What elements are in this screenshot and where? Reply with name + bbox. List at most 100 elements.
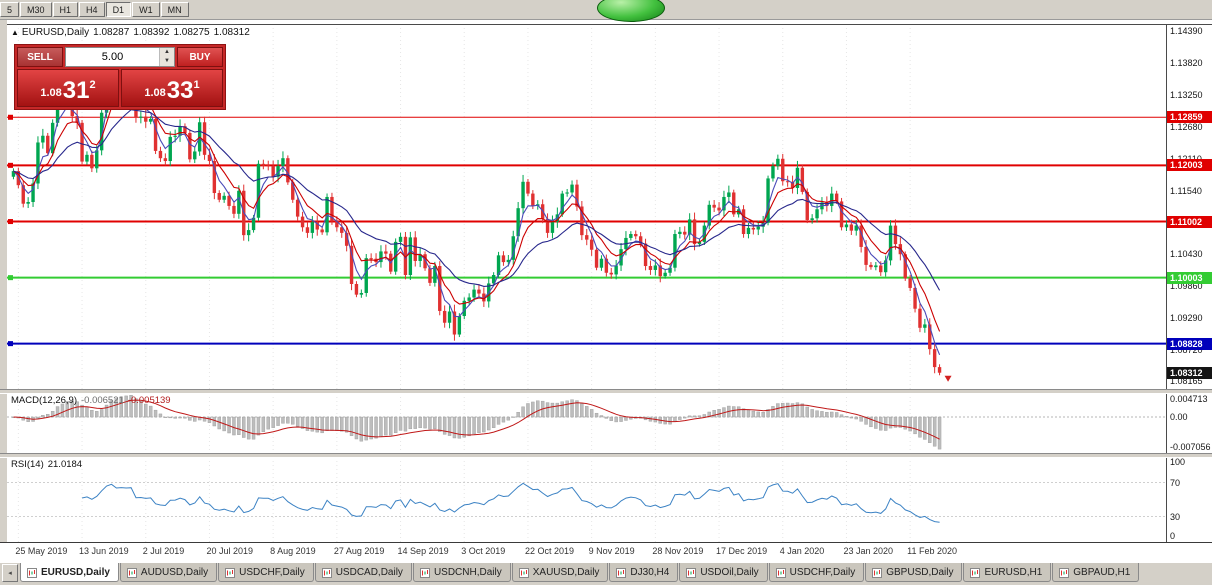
price-line-label: 1.12003 <box>1167 159 1212 172</box>
price-panel: ▲ EURUSD,Daily 1.08287 1.08392 1.08275 1.0831… <box>0 24 1212 389</box>
rsi-axis-label: 30 <box>1170 511 1181 522</box>
chart-tab-label: USDCHF,Daily <box>789 567 856 578</box>
rsi-chart-canvas[interactable] <box>7 457 1166 542</box>
ask-big-figure: 1.08 <box>144 87 166 99</box>
rsi-axis-label: 100 <box>1170 457 1186 467</box>
price-axis-label: 1.09290 <box>1170 312 1203 323</box>
timeframe-button-mn[interactable]: MN <box>160 2 189 17</box>
chart-tab-label: USDCHF,Daily <box>239 567 305 578</box>
chart-tab-label: XAUUSD,Daily <box>532 567 600 578</box>
chart-tab-icon <box>225 567 236 578</box>
rsi-panel: RSI(14) 21.0184 <box>0 457 1212 542</box>
chart-tab-icon <box>1059 567 1070 578</box>
bid-price-button[interactable]: 1.08 31 2 <box>17 69 119 107</box>
date-label: 17 Dec 2019 <box>716 546 768 556</box>
low-value: 1.08275 <box>173 27 210 38</box>
symbol-label: EURUSD,Daily <box>21 27 90 38</box>
sell-button[interactable]: SELL <box>17 47 63 67</box>
chart-tab-icon <box>419 567 430 578</box>
time-axis[interactable]: 25 May 2019 13 Jun 2019 2 Jul 2019 20 Jul 2… <box>0 543 1212 562</box>
timeframe-button-5[interactable]: 5 <box>0 2 20 17</box>
volume-stepper[interactable]: ▲ ▼ <box>65 47 175 67</box>
chart-tab-icon <box>27 567 37 578</box>
chart-tab-label: AUDUSD,Daily <box>140 567 209 578</box>
high-value: 1.08392 <box>133 27 170 38</box>
date-label: 20 Jul 2019 <box>206 546 253 556</box>
date-label: 27 Aug 2019 <box>333 546 385 556</box>
timeframe-button-h4[interactable]: H4 <box>79 2 105 17</box>
chart-tab-usdcnh-daily[interactable]: USDCNH,Daily <box>412 563 511 582</box>
price-line-label: 1.12859 <box>1167 111 1212 124</box>
price-axis-label: 1.13820 <box>1170 58 1203 69</box>
chart-tab-usdoil-daily[interactable]: USDOil,Daily <box>679 563 768 582</box>
date-label: 3 Oct 2019 <box>461 546 506 556</box>
price-axis-label: 1.11540 <box>1170 186 1202 197</box>
rsi-axis-label: 70 <box>1170 477 1181 488</box>
macd-axis-label: -0.007056 <box>1170 442 1211 452</box>
arrow-up-icon: ▲ <box>11 28 19 37</box>
volume-input[interactable] <box>66 48 159 66</box>
date-label: 2 Jul 2019 <box>142 546 185 556</box>
sell-arrow-marker <box>944 375 952 382</box>
time-axis-border <box>0 542 1212 543</box>
date-label: 13 Jun 2019 <box>79 546 129 556</box>
chart-tab-icon <box>970 567 981 578</box>
timeframe-button-w1[interactable]: W1 <box>132 2 160 17</box>
chart-tab-label: USDCAD,Daily <box>335 567 403 578</box>
chart-tab-label: EURUSD,Daily <box>41 567 110 578</box>
price-line-label: 1.10003 <box>1167 271 1212 284</box>
chart-tab-gbpaud-h1[interactable]: GBPAUD,H1 <box>1052 563 1140 582</box>
macd-signal-value: -0.005139 <box>127 395 171 406</box>
chart-tab-gbpusd-daily[interactable]: GBPUSD,Daily <box>865 563 963 582</box>
chart-tab-label: USDOil,Daily <box>700 567 759 578</box>
rsi-value: 21.0184 <box>47 459 83 470</box>
date-label: 28 Nov 2019 <box>652 546 704 556</box>
chart-tab-icon <box>616 567 627 578</box>
chart-tab-label: GBPUSD,Daily <box>886 567 954 578</box>
date-label: 14 Sep 2019 <box>397 546 449 556</box>
ask-price-button[interactable]: 1.08 33 1 <box>121 69 223 107</box>
chart-tab-label: DJ30,H4 <box>630 567 670 578</box>
chart-tab-xauusd-daily[interactable]: XAUUSD,Daily <box>511 563 609 582</box>
price-line-label: 1.11002 <box>1167 215 1212 228</box>
buy-button[interactable]: BUY <box>177 47 223 67</box>
macd-chart-canvas[interactable] <box>7 393 1166 453</box>
bid-big-figure: 1.08 <box>40 87 62 99</box>
panel-splitter[interactable] <box>0 453 1212 458</box>
macd-panel: MACD(12,26,9) -0.006521 -0.005139 <box>0 393 1212 453</box>
volume-up-button[interactable]: ▲ <box>160 48 174 57</box>
chart-tab-usdchf-daily[interactable]: USDCHF,Daily <box>768 563 865 582</box>
chart-tab-audusd-daily[interactable]: AUDUSD,Daily <box>119 563 218 582</box>
macd-label: MACD(12,26,9) -0.006521 -0.005139 <box>11 395 171 406</box>
price-axis-label: 1.14390 <box>1170 26 1203 37</box>
timeframe-button-d1[interactable]: D1 <box>105 2 132 17</box>
bid-pips: 31 <box>62 77 90 104</box>
chart-tab-dj30-h4[interactable]: DJ30,H4 <box>609 563 679 582</box>
date-label: 25 May 2019 <box>15 546 68 556</box>
open-value: 1.08287 <box>93 27 130 38</box>
chart-tab-usdchf-daily[interactable]: USDCHF,Daily <box>218 563 314 582</box>
chart-tab-usdcad-daily[interactable]: USDCAD,Daily <box>314 563 412 582</box>
rsi-axis[interactable]: 100 70 30 0 <box>1167 457 1212 542</box>
timeframe-button-m30[interactable]: M30 <box>20 2 52 17</box>
chart-tab-icon <box>872 567 883 578</box>
price-axis-label: 1.09860 <box>1170 280 1203 291</box>
chart-ohlc-header: ▲ EURUSD,Daily 1.08287 1.08392 1.08275 1.0831… <box>11 27 254 38</box>
chart-window: ▲ EURUSD,Daily 1.08287 1.08392 1.08275 1.0831… <box>0 19 1212 562</box>
price-axis-label: 1.08165 <box>1170 375 1203 386</box>
macd-axis[interactable]: 0.004713 0.00 -0.007056 <box>1167 393 1212 453</box>
close-value: 1.08312 <box>213 27 250 38</box>
tab-scroll-left-button[interactable]: ◂ <box>2 564 18 582</box>
chart-tab-eurusd-daily[interactable]: EURUSD,Daily <box>20 563 119 582</box>
chart-tab-icon <box>518 567 529 578</box>
price-axis[interactable]: 1.143901.138201.132501.126801.121101.115… <box>1167 24 1212 389</box>
chart-tab-label: EURUSD,H1 <box>984 567 1043 578</box>
chart-tab-label: GBPAUD,H1 <box>1073 567 1131 578</box>
chart-tab-eurusd-h1[interactable]: EURUSD,H1 <box>963 563 1052 582</box>
timeframe-button-h1[interactable]: H1 <box>52 2 79 17</box>
date-label: 8 Aug 2019 <box>270 546 316 556</box>
panel-splitter[interactable] <box>0 389 1212 394</box>
volume-down-button[interactable]: ▼ <box>160 57 174 66</box>
price-axis-label: 1.10430 <box>1170 248 1203 259</box>
